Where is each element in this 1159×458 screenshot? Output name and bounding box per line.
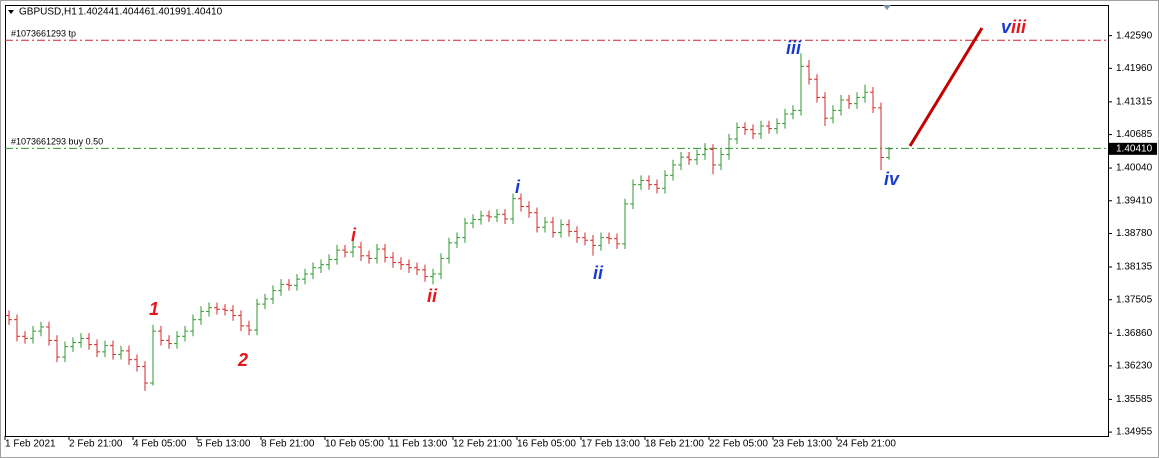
x-tick-label: 23 Feb 13:00 <box>773 439 832 450</box>
y-tick-label: 1.37505 <box>1116 294 1153 305</box>
x-tick-label: 12 Feb 21:00 <box>453 439 512 450</box>
x-tick-label: 16 Feb 05:00 <box>517 439 576 450</box>
x-tick-label: 11 Feb 13:00 <box>389 439 448 450</box>
wave-label: ii <box>593 263 604 283</box>
x-tick-label: 18 Feb 21:00 <box>645 439 704 450</box>
x-tick-label: 4 Feb 05:00 <box>133 439 187 450</box>
y-tick-label: 1.34955 <box>1116 427 1153 438</box>
x-tick-label: 8 Feb 21:00 <box>261 439 315 450</box>
x-tick-label: 5 Feb 13:00 <box>197 439 251 450</box>
order-label: #1073661293 tp <box>11 29 76 39</box>
price-box <box>1109 142 1157 155</box>
last-open: 1.40244 <box>78 7 115 18</box>
y-tick-label: 1.36860 <box>1116 328 1153 339</box>
wave-label: 2 <box>237 350 248 370</box>
wave-label: ii <box>427 286 438 306</box>
order-label: #1073661293 buy 0.50 <box>11 137 103 147</box>
y-tick-label: 1.40040 <box>1116 163 1153 174</box>
y-tick-label: 1.41960 <box>1116 63 1153 74</box>
projection-arrow <box>908 27 984 147</box>
x-tick-label: 17 Feb 13:00 <box>581 439 640 450</box>
y-tick-label: 1.38780 <box>1116 228 1153 239</box>
x-tick-label: 22 Feb 05:00 <box>709 439 768 450</box>
x-tick-label: 24 Feb 21:00 <box>837 439 896 450</box>
x-tick-label: 1 Feb 2021 <box>5 439 56 450</box>
plot-border <box>5 5 1109 437</box>
wave-label: v <box>1001 17 1012 37</box>
dropdown-icon[interactable] <box>8 10 14 14</box>
wave-label: iv <box>884 169 900 189</box>
y-tick-label: 1.39410 <box>1116 195 1153 206</box>
wave-label: i <box>515 177 521 197</box>
y-tick-label: 1.41315 <box>1116 96 1153 107</box>
price-box-label: 1.40410 <box>1116 143 1153 154</box>
wave-label: 1 <box>149 299 159 319</box>
last-low: 1.40199 <box>150 7 187 18</box>
last-high: 1.40446 <box>114 7 151 18</box>
y-tick-label: 1.40685 <box>1116 129 1153 140</box>
y-tick-label: 1.36230 <box>1116 361 1153 372</box>
y-tick-label: 1.42590 <box>1116 30 1153 41</box>
y-tick-label: 1.38135 <box>1116 262 1153 273</box>
x-tick-label: 2 Feb 21:00 <box>69 439 123 450</box>
y-tick-label: 1.35585 <box>1116 394 1153 405</box>
x-tick-label: 10 Feb 05:00 <box>325 439 384 450</box>
wave-label: iii <box>1011 17 1027 37</box>
wave-label: iii <box>786 38 802 58</box>
last-close: 1.40410 <box>186 7 223 18</box>
shift-marker <box>883 5 891 10</box>
wave-label: i <box>351 225 357 245</box>
symbol: GBPUSD,H1 <box>19 7 77 18</box>
